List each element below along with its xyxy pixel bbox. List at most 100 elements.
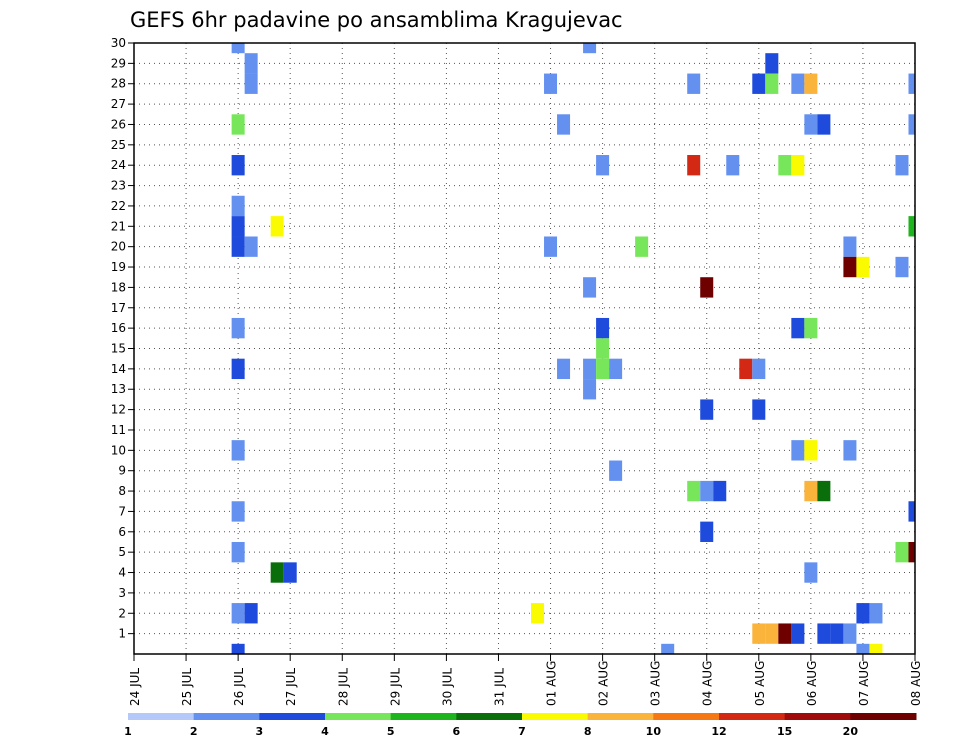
precip-cell [817, 623, 831, 644]
y-tick-label: 8 [118, 484, 126, 498]
precip-cell [700, 521, 714, 542]
precip-cell [244, 236, 258, 257]
precip-cell [557, 358, 571, 380]
legend-swatch [259, 713, 326, 720]
precip-cell [765, 73, 779, 94]
precip-cell [843, 236, 857, 257]
precip-cell [596, 317, 610, 339]
precip-cell [804, 73, 818, 94]
precip-cell [231, 155, 245, 176]
precip-cell [700, 399, 714, 420]
precip-cell [583, 358, 597, 380]
y-tick-label: 25 [111, 138, 126, 152]
y-tick-label: 12 [111, 403, 126, 417]
precip-cell [869, 643, 883, 654]
legend-swatch [784, 713, 851, 720]
y-tick-label: 30 [111, 36, 126, 50]
precip-cell [270, 562, 284, 583]
y-tick-label: 9 [118, 464, 126, 478]
y-tick-label: 26 [111, 117, 126, 131]
precip-cell [700, 480, 714, 502]
y-tick-label: 21 [111, 219, 126, 233]
y-tick-label: 19 [111, 260, 126, 274]
legend-level-label: 5 [387, 725, 395, 738]
legend-swatch [193, 713, 260, 720]
y-tick-label: 5 [118, 545, 126, 559]
precip-cell [231, 43, 245, 54]
precip-cell [231, 216, 245, 237]
precip-cell [830, 623, 844, 644]
precip-cell [778, 623, 792, 644]
precip-cell [270, 216, 284, 237]
precip-cell [843, 623, 857, 644]
y-tick-label: 16 [111, 321, 126, 335]
precip-cell [908, 541, 915, 563]
precip-cell [583, 43, 597, 54]
color-legend: 1 2 3 4 5 6 7 8 10 12 15 20 [124, 713, 917, 738]
precip-cell [765, 53, 779, 74]
y-tick-label: 20 [111, 240, 126, 254]
precip-cell [908, 114, 915, 135]
legend-swatch [587, 713, 654, 720]
precip-cell [244, 73, 258, 94]
x-tick-label: 02 AUG [597, 661, 611, 706]
y-tick-label: 29 [111, 56, 126, 70]
precip-cell [531, 603, 545, 624]
x-tick-label: 06 AUG [805, 661, 819, 706]
precip-cell [752, 399, 766, 420]
precip-cell [231, 541, 245, 563]
precip-cell [231, 358, 245, 380]
y-tick-label: 7 [118, 504, 126, 518]
precip-cell [635, 236, 649, 257]
legend-swatch [128, 713, 195, 720]
precip-cell [557, 114, 571, 135]
precip-cell [856, 603, 870, 624]
legend-level-label: 6 [453, 725, 461, 738]
precip-cell [596, 155, 610, 176]
precip-cell [778, 155, 792, 176]
precip-cell [843, 256, 857, 278]
legend-level-label: 10 [646, 725, 662, 738]
precip-cell [661, 643, 675, 654]
precip-cell [687, 480, 701, 502]
legend-level-label: 7 [518, 725, 526, 738]
precip-cell [231, 114, 245, 135]
precip-cell [804, 562, 818, 583]
precip-cell [231, 440, 245, 461]
precip-cell [231, 603, 245, 624]
y-tick-label: 18 [111, 280, 126, 294]
precip-cell [609, 358, 623, 380]
precip-cell [895, 155, 909, 176]
y-tick-label: 23 [111, 179, 126, 193]
precip-cell [804, 440, 818, 461]
precip-cell [804, 480, 818, 502]
precip-cell [895, 256, 909, 278]
y-tick-label: 1 [118, 627, 126, 641]
x-tick-label: 01 AUG [545, 661, 559, 706]
x-tick-label: 31 JUL [492, 668, 506, 706]
precip-cell [765, 623, 779, 644]
precip-cell [244, 603, 258, 624]
x-tick-label: 25 JUL [180, 668, 194, 706]
y-tick-label: 15 [111, 342, 126, 356]
legend-swatch [653, 713, 720, 720]
x-tick-label: 27 JUL [284, 668, 298, 706]
x-tick-label: 29 JUL [388, 668, 402, 706]
chart-title: GEFS 6hr padavine po ansamblima Kragujev… [130, 8, 623, 32]
precip-cell [752, 358, 766, 380]
precip-cell [817, 480, 831, 502]
precip-cell [231, 236, 245, 257]
precip-cell [856, 256, 870, 278]
y-tick-label: 6 [118, 525, 126, 539]
x-tick-label: 28 JUL [336, 668, 350, 706]
precip-cell [817, 114, 831, 135]
legend-level-label: 15 [777, 725, 792, 738]
legend-swatch [456, 713, 523, 720]
precip-cell [843, 440, 857, 461]
x-tick-label: 08 AUG [909, 661, 923, 706]
precip-cell [752, 623, 766, 644]
precip-cell [609, 460, 623, 481]
precip-cell [791, 440, 805, 461]
y-tick-label: 10 [111, 443, 126, 457]
